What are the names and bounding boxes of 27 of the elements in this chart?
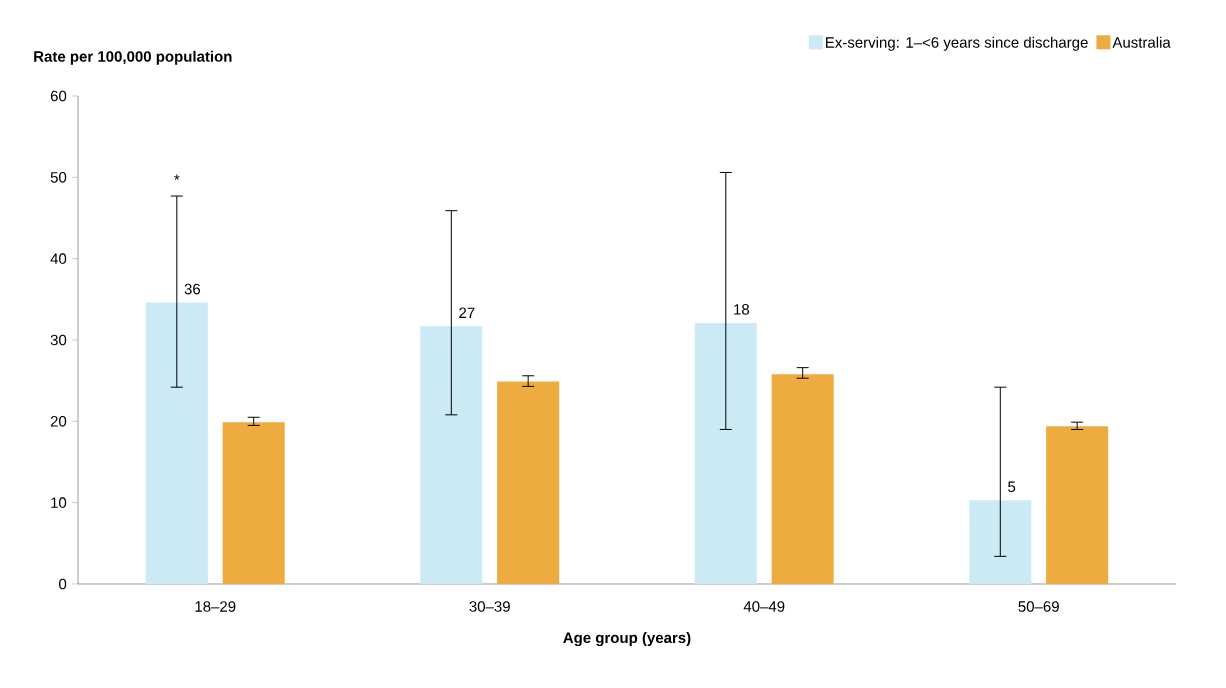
y-tick-label: 50	[50, 172, 67, 183]
x-tick-label: 50–69	[1018, 601, 1059, 612]
bar	[420, 326, 483, 584]
legend-label: Ex-serving: 1–<6 years since discharge	[826, 36, 1088, 51]
x-tick-label: 30–39	[469, 601, 510, 612]
y-tick-label: 10	[51, 497, 67, 508]
annotation: 5	[1008, 481, 1016, 493]
annotation: 18	[734, 304, 750, 315]
bar	[694, 322, 757, 584]
annotation: *	[174, 174, 180, 180]
x-tick-label: 40–49	[743, 601, 785, 612]
bar	[497, 381, 560, 584]
y-tick-label: 0	[59, 578, 67, 590]
bar	[1046, 426, 1109, 584]
y-tick-label: 60	[50, 90, 67, 102]
y-axis-title: Rate per 100,000 population	[34, 50, 232, 65]
x-axis-title: Age group (years)	[563, 632, 691, 647]
y-tick-label: 40	[50, 253, 67, 264]
annotation: 36	[184, 283, 201, 295]
y-tick-label: 30	[50, 334, 67, 346]
bar	[222, 422, 285, 584]
annotation: 27	[459, 307, 475, 318]
bar	[145, 302, 208, 584]
x-tick-label: 18–29	[195, 601, 236, 612]
y-tick-label: 20	[50, 416, 67, 427]
bar	[771, 374, 834, 584]
legend-label: Australia	[1112, 36, 1171, 48]
